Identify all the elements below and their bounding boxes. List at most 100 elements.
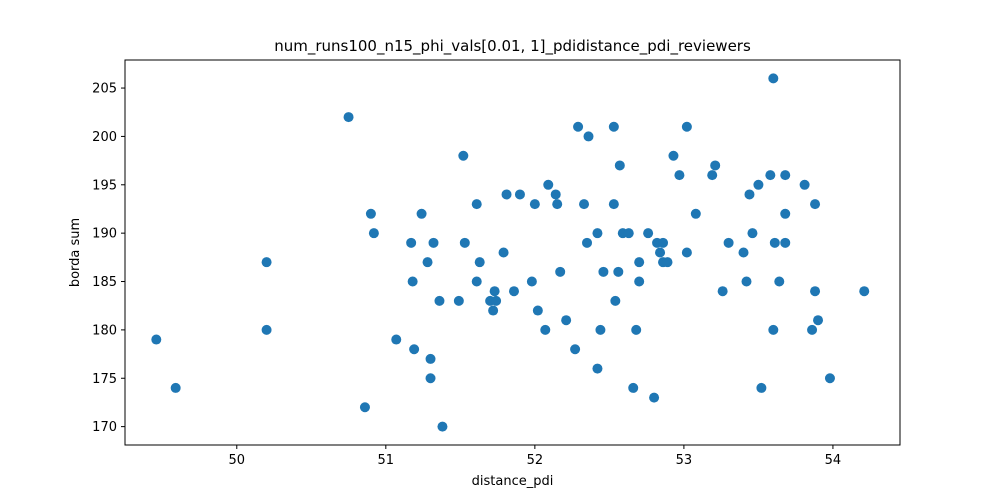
x-tick-label: 51 — [378, 453, 395, 468]
y-axis-label: borda sum — [68, 218, 83, 287]
y-tick-label: 195 — [92, 178, 117, 193]
data-point — [425, 353, 436, 364]
data-point — [741, 276, 752, 287]
data-point — [610, 295, 621, 306]
data-point — [643, 228, 654, 239]
data-point — [634, 276, 645, 287]
data-point — [501, 189, 512, 200]
data-point — [428, 237, 439, 248]
data-point — [458, 150, 469, 161]
data-point — [550, 189, 561, 200]
data-point — [579, 199, 590, 210]
x-tick-label: 50 — [229, 453, 246, 468]
data-point — [859, 286, 870, 297]
data-point — [573, 121, 584, 132]
data-point — [810, 199, 821, 210]
data-point — [668, 150, 679, 161]
data-point — [710, 160, 721, 171]
data-point — [738, 247, 749, 258]
data-point — [592, 228, 603, 239]
data-point — [529, 199, 540, 210]
data-point — [674, 170, 685, 181]
data-point — [368, 228, 379, 239]
data-point — [471, 199, 482, 210]
data-point — [406, 237, 417, 248]
data-point — [471, 276, 482, 287]
data-point — [474, 257, 485, 268]
data-point — [437, 421, 448, 432]
data-point — [765, 170, 776, 181]
x-tick-label: 52 — [527, 453, 544, 468]
data-point — [707, 170, 718, 181]
data-point — [614, 160, 625, 171]
data-point — [628, 382, 639, 393]
y-tick-label: 190 — [92, 227, 117, 242]
data-point — [151, 334, 162, 345]
data-point — [662, 257, 673, 268]
data-point — [681, 247, 692, 258]
data-point — [526, 276, 537, 287]
data-point — [491, 295, 502, 306]
y-tick-label: 205 — [92, 82, 117, 97]
data-point — [489, 286, 500, 297]
chart-title: num_runs100_n15_phi_vals[0.01, 1]_pdidis… — [274, 37, 751, 56]
data-point — [261, 257, 272, 268]
data-point — [768, 73, 779, 84]
data-point — [583, 131, 594, 142]
data-point — [570, 344, 581, 355]
data-point — [598, 266, 609, 277]
y-tick-label: 175 — [92, 372, 117, 387]
data-point — [655, 247, 666, 258]
data-point — [498, 247, 509, 258]
data-point — [780, 208, 791, 219]
data-point — [261, 324, 272, 335]
data-point — [608, 121, 619, 132]
data-point — [658, 237, 669, 248]
x-axis-ticks: 50 51 52 53 54 — [229, 445, 842, 468]
data-point — [824, 373, 835, 384]
data-point — [774, 276, 785, 287]
data-point — [753, 179, 764, 190]
data-point — [592, 363, 603, 374]
data-point — [508, 286, 519, 297]
data-point — [813, 315, 824, 326]
data-point — [407, 276, 418, 287]
data-point — [453, 295, 464, 306]
data-point — [631, 324, 642, 335]
data-point — [810, 286, 821, 297]
data-point — [561, 315, 572, 326]
y-tick-label: 185 — [92, 275, 117, 290]
data-point — [807, 324, 818, 335]
data-point — [552, 199, 563, 210]
data-point — [555, 266, 566, 277]
data-point — [416, 208, 427, 219]
data-point — [170, 382, 181, 393]
data-point — [747, 228, 758, 239]
x-tick-label: 54 — [825, 453, 842, 468]
data-point — [681, 121, 692, 132]
data-point — [488, 305, 499, 316]
data-point — [690, 208, 701, 219]
y-tick-label: 180 — [92, 323, 117, 338]
data-point — [532, 305, 543, 316]
data-point — [613, 266, 624, 277]
data-points — [151, 73, 870, 432]
data-point — [634, 257, 645, 268]
y-axis-ticks: 170 175 180 185 190 195 200 205 — [92, 82, 125, 435]
data-point — [514, 189, 525, 200]
data-point — [595, 324, 606, 335]
data-point — [723, 237, 734, 248]
data-point — [359, 402, 370, 413]
data-point — [717, 286, 728, 297]
data-point — [780, 170, 791, 181]
data-point — [623, 228, 634, 239]
data-point — [608, 199, 619, 210]
data-point — [425, 373, 436, 384]
data-point — [769, 237, 780, 248]
data-point — [343, 112, 354, 123]
y-tick-label: 170 — [92, 420, 117, 435]
data-point — [799, 179, 810, 190]
data-point — [365, 208, 376, 219]
data-point — [434, 295, 445, 306]
